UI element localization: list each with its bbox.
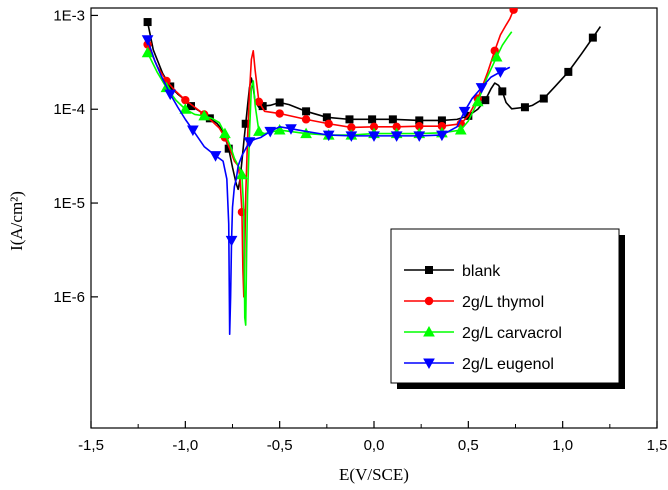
data-point <box>322 130 335 142</box>
data-point <box>275 98 284 107</box>
data-point <box>324 119 333 128</box>
x-tick-label: 1,0 <box>552 437 573 454</box>
x-tick-label: 0,5 <box>458 437 479 454</box>
x-tick-label: -1,5 <box>78 437 104 454</box>
x-tick-label: 1,5 <box>647 437 668 454</box>
legend-label: 2g/L thymol <box>462 294 544 311</box>
data-point <box>141 35 154 46</box>
legend-label: blank <box>462 263 501 280</box>
data-point <box>413 131 426 142</box>
y-tick-label: 1E-3 <box>53 7 85 24</box>
y-tick-label: 1E-6 <box>53 289 85 306</box>
data-point <box>424 296 434 306</box>
series-line <box>146 9 515 298</box>
legend-entry: 2g/L carvacrol <box>404 325 562 342</box>
y-tick-label: 1E-4 <box>53 101 85 118</box>
data-point <box>454 124 467 135</box>
data-point <box>390 131 403 142</box>
data-point <box>490 51 503 62</box>
legend-box <box>390 228 620 384</box>
data-point <box>143 18 152 27</box>
y-tick-label: 1E-5 <box>53 195 85 212</box>
data-point <box>236 168 248 180</box>
data-point <box>388 115 397 124</box>
data-point <box>302 107 311 116</box>
data-point <box>275 109 284 118</box>
data-point <box>471 95 484 107</box>
data-point <box>164 89 177 101</box>
series-line <box>146 39 511 335</box>
data-point <box>264 126 277 138</box>
series-line <box>146 21 602 191</box>
legend-entry: 2g/L thymol <box>404 294 544 311</box>
data-point <box>273 124 286 135</box>
data-point <box>254 97 264 107</box>
data-point <box>520 103 529 112</box>
data-point <box>198 109 211 121</box>
x-axis-title: E(V/SCE) <box>339 465 409 484</box>
data-point <box>141 46 154 58</box>
data-point <box>423 358 435 370</box>
legend-label: 2g/L eugenol <box>462 356 554 373</box>
data-point <box>243 137 256 148</box>
x-tick-label: -1,0 <box>172 437 198 454</box>
data-point <box>498 87 507 96</box>
data-point <box>539 94 548 103</box>
y-axis-title: I(A/cm²) <box>7 191 26 251</box>
data-point <box>253 125 265 136</box>
data-point <box>301 115 311 124</box>
data-point <box>368 131 380 142</box>
data-point <box>423 325 435 337</box>
data-point <box>436 130 448 142</box>
data-point <box>588 33 597 42</box>
data-point <box>300 127 312 139</box>
x-tick-label: 0,0 <box>364 437 385 454</box>
data-point <box>225 235 238 247</box>
data-point <box>179 103 192 114</box>
axis-layer: -1,5 -1,0 -0,5 0,0 0,5 1,0 1,5 1E-6 1E-5 1E-4 1E-3 <box>53 7 667 454</box>
data-point <box>425 266 433 274</box>
series-blank <box>143 18 602 191</box>
series-2g-l-eugenol <box>141 35 511 335</box>
data-point <box>564 67 573 76</box>
data-point <box>181 95 190 105</box>
series-layer <box>141 8 602 335</box>
data-point <box>509 8 518 14</box>
data-point <box>345 131 358 142</box>
x-tick-label: -0,5 <box>267 437 293 454</box>
data-point <box>475 83 488 94</box>
data-point <box>494 67 507 78</box>
data-point <box>345 115 354 124</box>
data-point <box>481 96 490 105</box>
legend: blank 2g/L thymol 2g/L carvacrol 2g/L eugen… <box>390 228 625 389</box>
legend-entry: blank <box>404 263 501 280</box>
data-point <box>458 106 471 118</box>
data-point <box>285 124 297 135</box>
data-point <box>219 127 231 139</box>
data-point <box>187 125 199 137</box>
legend-label: 2g/L carvacrol <box>462 325 562 342</box>
data-point <box>209 151 222 162</box>
data-point <box>368 115 377 124</box>
legend-entry: 2g/L eugenol <box>404 356 554 373</box>
